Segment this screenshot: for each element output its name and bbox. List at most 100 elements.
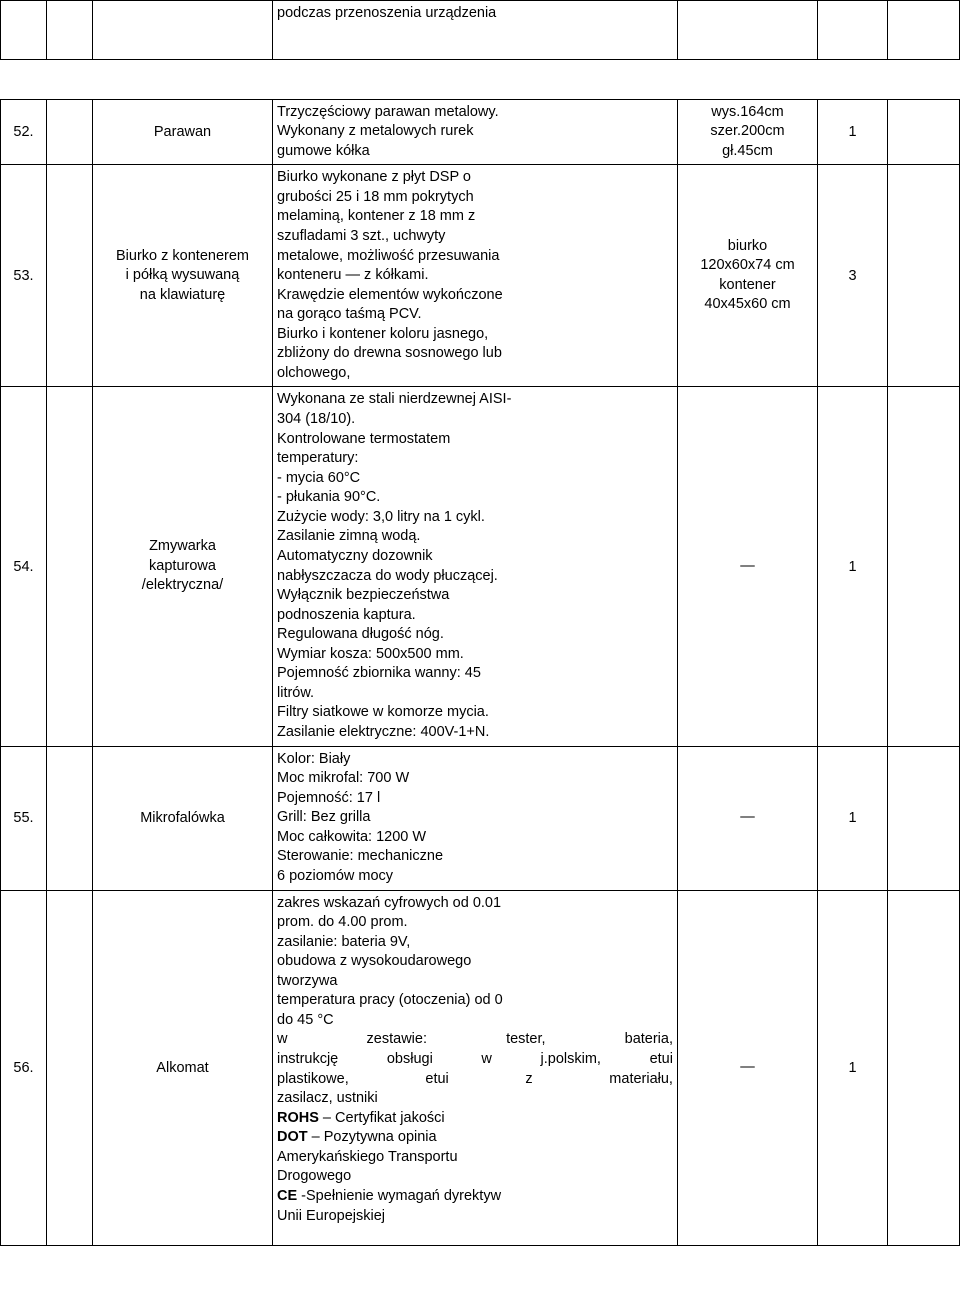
dim-line: szer.200cm (682, 122, 813, 142)
desc-line: Zużycie wody: 3,0 litry na 1 cykl. (277, 508, 673, 528)
cell-extra (888, 99, 960, 165)
desc-line: Drogowego (277, 1167, 673, 1187)
desc-line: temperatura pracy (otoczenia) od 0 (277, 991, 673, 1011)
desc-line: CE -Spełnienie wymagań dyrektyw (277, 1187, 673, 1207)
desc-line: zakres wskazań cyfrowych od 0.01 (277, 894, 673, 914)
desc-line: DOT – Pozytywna opinia (277, 1128, 673, 1148)
desc-line: Sterowanie: mechaniczne (277, 847, 673, 867)
rest-text: – Certyfikat jakości (319, 1110, 445, 1126)
desc-line: Wykonany z metalowych rurek (277, 122, 673, 142)
word: instrukcję (277, 1050, 338, 1070)
cell-desc: Trzyczęściowy parawan metalowy. Wykonany… (273, 99, 678, 165)
word: obsługi (387, 1050, 433, 1070)
word: j.polskim, (541, 1050, 601, 1070)
cell-blank (47, 99, 93, 165)
name-line: na klawiaturę (97, 286, 268, 306)
desc-line: zasilanie: bateria 9V, (277, 933, 673, 953)
desc-line: gumowe kółka (277, 142, 673, 162)
word: w (277, 1030, 287, 1050)
cell-name: Alkomat (93, 890, 273, 1246)
rest-text: -Spełnienie wymagań dyrektyw (297, 1188, 501, 1204)
dim-line: biurko (682, 237, 813, 257)
desc-line: melaminą, kontener z 18 mm z (277, 207, 673, 227)
word: etui (650, 1050, 673, 1070)
dim-line: — (682, 808, 813, 828)
cell-desc: Biurko wykonane z płyt DSP o grubości 25… (273, 165, 678, 387)
desc-line: Krawędzie elementów wykończone (277, 286, 673, 306)
desc-line: instrukcję obsługi w j.polskim, etui (277, 1050, 673, 1070)
desc-line: Biurko i kontener koloru jasnego, (277, 325, 673, 345)
cell-num: 54. (1, 387, 47, 746)
desc-line: Kolor: Biały (277, 750, 673, 770)
word: bateria, (625, 1030, 673, 1050)
desc-line: zbliżony do drewna sosnowego lub (277, 344, 673, 364)
table-row: 53. Biurko z kontenerem i półką wysuwaną… (1, 165, 960, 387)
desc-line: Grill: Bez grilla (277, 808, 673, 828)
cell-desc: Kolor: Biały Moc mikrofal: 700 W Pojemno… (273, 746, 678, 890)
cell-num (1, 1, 47, 60)
cell-num: 52. (1, 99, 47, 165)
rest-text: – Pozytywna opinia (308, 1129, 437, 1145)
word: z (525, 1070, 532, 1090)
desc-line: Biurko wykonane z płyt DSP o (277, 168, 673, 188)
table-row: 54. Zmywarka kapturowa /elektryczna/ Wyk… (1, 387, 960, 746)
desc-line: zasilacz, ustniki (277, 1089, 673, 1109)
word: etui (425, 1070, 448, 1090)
name-line: Zmywarka (97, 537, 268, 557)
bold-text: CE (277, 1188, 297, 1204)
cell-blank (47, 890, 93, 1246)
cell-extra (888, 1, 960, 60)
cell-extra (888, 387, 960, 746)
cell-qty: 1 (818, 387, 888, 746)
cell-qty (818, 1, 888, 60)
cell-extra (888, 746, 960, 890)
dim-line: gł.45cm (682, 142, 813, 162)
cell-blank (47, 746, 93, 890)
dim-line: — (682, 557, 813, 577)
table-row: 55. Mikrofalówka Kolor: Biały Moc mikrof… (1, 746, 960, 890)
desc-line: szufladami 3 szt., uchwyty (277, 227, 673, 247)
desc-line: Pojemność: 17 l (277, 789, 673, 809)
cell-qty: 3 (818, 165, 888, 387)
cell-blank (47, 387, 93, 746)
desc-line: metalowe, możliwość przesuwania (277, 247, 673, 267)
cell-num: 55. (1, 746, 47, 890)
cell-extra (888, 890, 960, 1246)
cell-blank (47, 1, 93, 60)
dim-line: 120x60x74 cm (682, 256, 813, 276)
desc-line: w zestawie: tester, bateria, (277, 1030, 673, 1050)
cell-dim: — (678, 890, 818, 1246)
cell-extra (888, 165, 960, 387)
desc-line: Filtry siatkowe w komorze mycia. (277, 703, 673, 723)
desc-line: Automatyczny dozownik (277, 547, 673, 567)
cell-desc: zakres wskazań cyfrowych od 0.01 prom. d… (273, 890, 678, 1246)
cell-name: Parawan (93, 99, 273, 165)
name-line: i półką wysuwaną (97, 266, 268, 286)
cell-name: Biurko z kontenerem i półką wysuwaną na … (93, 165, 273, 387)
desc-line: - płukania 90°C. (277, 488, 673, 508)
dim-line: wys.164cm (682, 103, 813, 123)
desc-line: nabłyszczacza do wody płuczącej. (277, 567, 673, 587)
desc-line: 6 poziomów mocy (277, 867, 673, 887)
desc-line: obudowa z wysokoudarowego (277, 952, 673, 972)
bold-text: DOT (277, 1129, 308, 1145)
desc-line: Wymiar kosza: 500x500 mm. (277, 645, 673, 665)
gap-row (1, 59, 960, 99)
desc-line: Moc całkowita: 1200 W (277, 828, 673, 848)
dim-line: 40x45x60 cm (682, 295, 813, 315)
cell-qty: 1 (818, 746, 888, 890)
cell-dim: wys.164cm szer.200cm gł.45cm (678, 99, 818, 165)
word: materiału, (609, 1070, 673, 1090)
cell-num: 56. (1, 890, 47, 1246)
cell-num: 53. (1, 165, 47, 387)
desc-line: podnoszenia kaptura. (277, 606, 673, 626)
desc-line: litrów. (277, 684, 673, 704)
desc-line: Pojemność zbiornika wanny: 45 (277, 664, 673, 684)
table-row: 52. Parawan Trzyczęściowy parawan metalo… (1, 99, 960, 165)
desc-text: podczas przenoszenia urządzenia (277, 4, 673, 24)
table-row: 56. Alkomat zakres wskazań cyfrowych od … (1, 890, 960, 1246)
cell-blank (47, 165, 93, 387)
desc-line: konteneru — z kółkami. (277, 266, 673, 286)
desc-line: Wykonana ze stali nierdzewnej AISI- (277, 390, 673, 410)
cell-qty: 1 (818, 890, 888, 1246)
